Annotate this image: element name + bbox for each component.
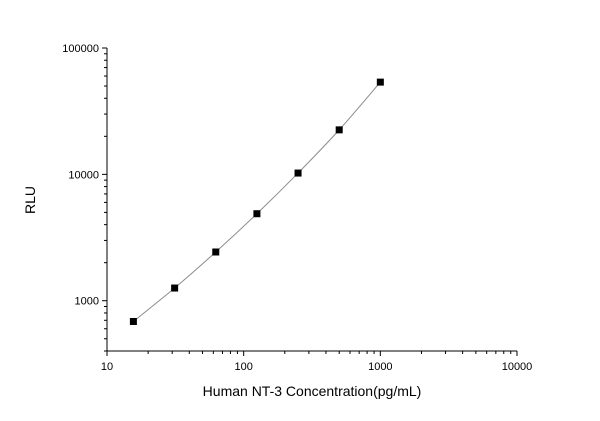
y-tick-label: 1000	[75, 296, 99, 308]
fit-curve-group	[133, 81, 381, 322]
data-point-marker	[212, 248, 220, 256]
tick-labels: 10 100 1000 10000 1000 10000 100000	[62, 43, 532, 373]
axes	[102, 47, 518, 356]
x-tick-label: 10000	[502, 361, 533, 373]
data-point-marker	[376, 78, 384, 86]
fit-curve	[133, 81, 381, 322]
y-axis-title: RLU	[22, 186, 38, 214]
x-tick-label: 1000	[368, 361, 392, 373]
y-tick-label: 100000	[62, 43, 99, 55]
data-point-marker	[335, 126, 343, 134]
data-point-marker	[129, 317, 137, 325]
data-point-marker	[294, 169, 302, 177]
x-tick-label: 10	[101, 361, 113, 373]
x-tick-label: 100	[234, 361, 252, 373]
data-points	[129, 78, 384, 325]
x-axis-title: Human NT-3 Concentration(pg/mL)	[203, 383, 422, 399]
data-point-marker	[171, 284, 179, 292]
y-tick-label: 10000	[68, 169, 99, 181]
data-point-marker	[253, 210, 261, 218]
